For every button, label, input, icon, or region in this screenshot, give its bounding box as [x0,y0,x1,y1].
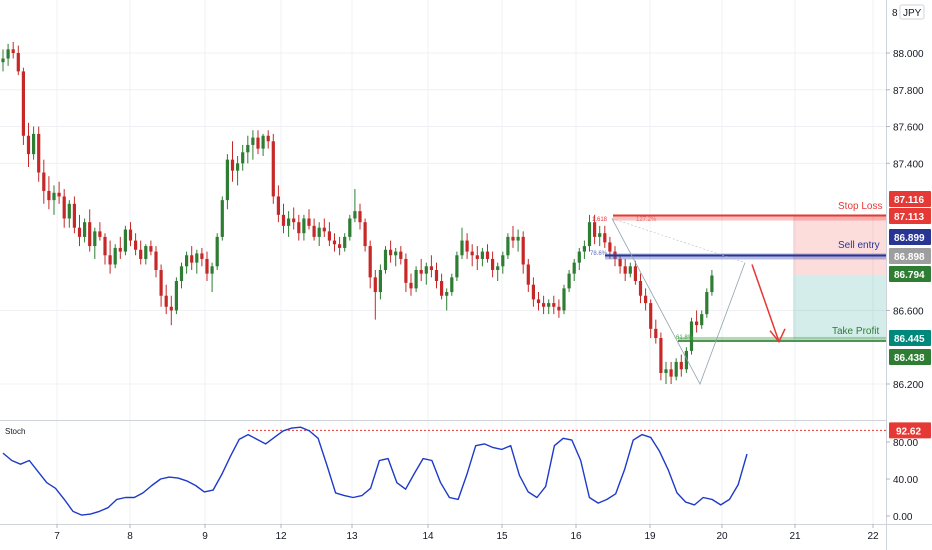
price-tag[interactable]: 86.445 [889,330,931,346]
fib-top-right-label: 127.2% [636,217,657,223]
price-tag-label: 86.898 [894,252,925,263]
candle [216,233,219,270]
fib-bottom-label: 61.8% [676,335,694,341]
candle [348,215,351,241]
price-tag-label: 86.899 [894,233,925,244]
time-tick-label: 13 [346,531,358,542]
candle [175,277,178,314]
candle [415,266,418,292]
price-tag[interactable]: 86.898 [889,248,931,264]
candle [22,68,25,145]
stoch-tick-label: 80.00 [893,438,918,449]
stop-loss-label: Stop Loss [838,201,882,212]
candle [506,233,509,259]
candle [124,226,127,255]
price-tick-label: 87.800 [893,86,924,97]
price-tag[interactable]: 86.899 [889,229,931,245]
price-tag-label: 86.794 [894,270,925,281]
candle [384,246,387,274]
sell-entry-label: Sell entry [838,240,880,251]
price-tag[interactable]: 87.113 [889,208,931,224]
price-tag[interactable]: 86.794 [889,266,931,282]
time-tick-label: 22 [867,531,879,542]
candle [272,134,275,204]
fib-entry-label: 78.6% [590,251,608,257]
price-tag-label: 87.116 [894,195,924,206]
price-tag[interactable]: 87.116 [889,191,931,207]
price-tick-label: 87.600 [893,123,924,134]
candle [221,196,224,240]
time-tick-label: 14 [422,531,434,542]
stoch-tick-label: 0.00 [893,512,913,523]
time-tick-label: 15 [496,531,508,542]
symbol-label[interactable]: JPY [903,8,922,19]
price-tick-label: 88.000 [893,49,924,60]
price-tick-label: 87.400 [893,159,924,170]
time-tick-label: 19 [644,531,656,542]
time-tick-label: 8 [127,531,133,542]
symbol-prefix: 8 [892,8,898,19]
stoch-label: Stoch [5,427,25,436]
time-tick-label: 21 [789,531,801,542]
time-tick-label: 12 [275,531,287,542]
stoch-tag-label: 92.62 [896,426,921,437]
fib-top-label: 1.618 [592,217,608,223]
price-tag-label: 87.113 [894,212,924,223]
candle [455,252,458,281]
time-tick-label: 7 [54,531,60,542]
price-tag-label: 86.438 [894,353,925,364]
take-profit-label: Take Profit [832,326,879,337]
price-tag[interactable]: 86.438 [889,349,931,365]
stoch-tag[interactable]: 92.62 [889,422,931,438]
trade-zone-layer [793,216,886,339]
price-tick-label: 86.200 [893,380,924,391]
candle [705,288,708,317]
time-tick-label: 9 [202,531,208,542]
price-tag-label: 86.445 [894,334,925,345]
candle [562,285,565,314]
time-tick-label: 20 [716,531,728,542]
stoch-tick-label: 40.00 [893,475,918,486]
price-tick-label: 86.600 [893,306,924,317]
time-tick-label: 16 [570,531,582,542]
